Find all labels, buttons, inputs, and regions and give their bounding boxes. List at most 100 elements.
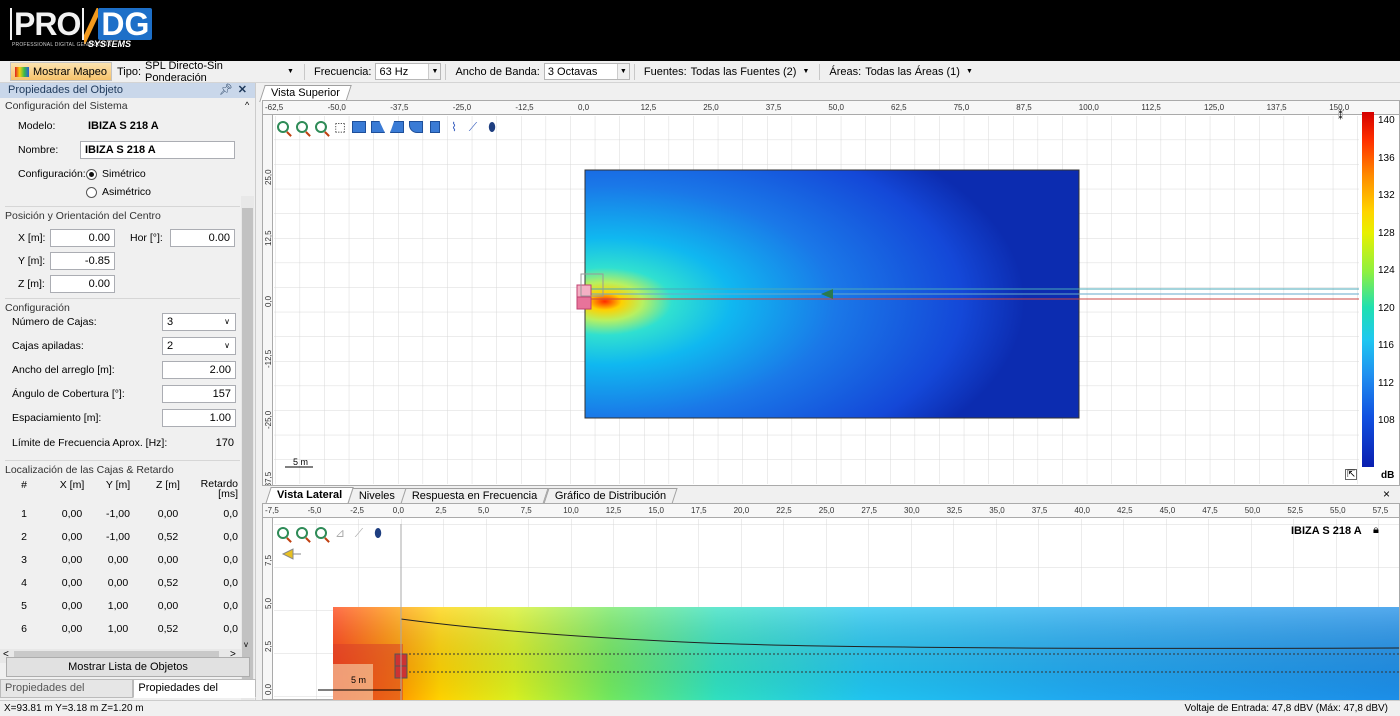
sources-dropdown-icon[interactable]: ▼ [802, 68, 810, 75]
radio-symmetric[interactable]: Simétrico [86, 168, 146, 180]
show-object-list-button[interactable]: Mostrar Lista de Objetos [6, 657, 250, 677]
tab-distribution[interactable]: Gráfico de Distribución [543, 488, 678, 504]
rect-area-icon[interactable] [351, 119, 367, 135]
chevron-down-icon[interactable]: ▼ [428, 64, 441, 79]
table-cell[interactable]: 0,00 [107, 554, 129, 566]
table-cell[interactable]: 0,0 [223, 554, 238, 566]
table-cell[interactable]: 0,0 [223, 600, 238, 612]
zoom-out-icon[interactable] [294, 119, 310, 135]
radio-unchecked-icon[interactable] [86, 186, 97, 198]
table-cell[interactable]: 0,0 [223, 508, 238, 520]
close-icon[interactable]: ✕ [237, 84, 247, 96]
polygon-area-icon[interactable] [427, 119, 443, 135]
areas-select[interactable]: Todas las Áreas (1) [865, 65, 960, 78]
table-cell[interactable]: 0,00 [107, 577, 129, 589]
table-cell[interactable]: -1,00 [106, 531, 130, 543]
areas-dropdown-icon[interactable]: ▼ [965, 68, 973, 75]
tab-frequency-response[interactable]: Respuesta en Frecuencia [400, 488, 550, 504]
table-cell[interactable]: 0,00 [61, 531, 83, 543]
sources-select[interactable]: Todas las Fuentes (2) [690, 65, 797, 78]
scroll-down-icon[interactable]: v [244, 640, 248, 649]
show-map-button[interactable]: Mostrar Mapeo [10, 62, 112, 81]
line-array-icon[interactable]: ⌇ [451, 120, 457, 134]
table-cell[interactable]: 1,00 [107, 600, 129, 612]
scrollbar-thumb[interactable] [14, 651, 219, 661]
zoom-fit-icon[interactable] [313, 119, 329, 135]
table-cell[interactable]: 0,00 [61, 577, 83, 589]
table-cell[interactable]: 3 [21, 554, 27, 566]
curved-area-icon[interactable] [389, 119, 405, 135]
table-cell[interactable]: 0,00 [157, 600, 179, 612]
table-cell[interactable]: -1,00 [106, 508, 130, 520]
scroll-up-icon[interactable]: ^ [245, 100, 250, 110]
table-cell[interactable]: 0,0 [223, 531, 238, 543]
top-view-canvas[interactable]: -62,5 -50,0 -37,5 -25,0 -12,5 0,0 12,5 25,0 37,5… [262, 100, 1400, 486]
radio-asymmetric[interactable]: Asimétrico [86, 186, 151, 198]
side-view-canvas[interactable]: -7,5 -5,0 -2,5 0,0 2,5 5,0 7,5 10,0 12,5 15,0 17,5… [262, 503, 1400, 700]
table-cell[interactable]: 0,52 [157, 623, 179, 635]
resize-icon[interactable]: ⇱ [1345, 469, 1358, 480]
scroll-top-icon[interactable]: ⁑ [1338, 111, 1343, 122]
table-cell[interactable]: 0,0 [223, 623, 238, 635]
type-select[interactable]: SPL Directo-Sin Ponderación [145, 59, 223, 84]
table-cell[interactable]: 2 [21, 531, 27, 543]
table-cell[interactable]: 0,00 [61, 623, 83, 635]
zoom-in-icon[interactable] [275, 119, 291, 135]
zoom-area-icon[interactable]: ⬚ [334, 120, 346, 134]
chevron-down-icon[interactable]: ∨ [224, 341, 230, 350]
table-cell[interactable]: 6 [21, 623, 27, 635]
table-cell[interactable]: 0,52 [157, 531, 179, 543]
chevron-down-icon[interactable]: ▼ [616, 64, 629, 79]
lock-icon[interactable]: 🔒︎ [1373, 524, 1379, 536]
tab-side-view[interactable]: Vista Lateral [265, 487, 354, 504]
boxes-select[interactable]: 3 ∨ [162, 313, 236, 331]
table-cell[interactable]: 0,00 [61, 600, 83, 612]
speaker-box[interactable] [576, 296, 592, 310]
hor-input[interactable]: 0.00 [170, 229, 235, 247]
tab-object-properties[interactable]: Propiedades del Objeto [133, 679, 256, 711]
scroll-right-icon[interactable]: > [230, 649, 236, 660]
table-cell[interactable]: 0,0 [223, 577, 238, 589]
table-cell[interactable]: 0,00 [157, 508, 179, 520]
zoom-in-icon[interactable] [275, 525, 291, 541]
show-map-label: Mostrar Mapeo [33, 65, 107, 78]
scroll-left-icon[interactable]: < [3, 649, 9, 660]
x-input[interactable]: 0.00 [50, 229, 115, 247]
pin-icon[interactable]: 📌︎ [219, 84, 233, 96]
name-input[interactable]: IBIZA S 218 A [80, 141, 235, 159]
type-dropdown-icon[interactable]: ▼ [287, 68, 294, 75]
table-cell[interactable]: 0,00 [61, 554, 83, 566]
table-cell[interactable]: 1 [21, 508, 27, 520]
table-cell[interactable]: 1,00 [107, 623, 129, 635]
table-cell[interactable]: 4 [21, 577, 27, 589]
table-cell[interactable]: 5 [21, 600, 27, 612]
table-cell[interactable]: 0,52 [157, 577, 179, 589]
microphone-icon[interactable]: ⬮ [374, 525, 382, 540]
close-icon[interactable]: × [1383, 487, 1391, 501]
trapezoid-area-icon[interactable] [370, 119, 386, 135]
y-input[interactable]: -0.85 [50, 252, 115, 270]
measure-icon[interactable]: ⟋ [468, 119, 478, 134]
table-cell[interactable]: 0,00 [157, 554, 179, 566]
spacing-input[interactable]: 1.00 [162, 409, 236, 427]
tab-levels[interactable]: Niveles [347, 488, 407, 504]
bandwidth-select[interactable]: 3 Octavas ▼ [543, 63, 630, 80]
chevron-down-icon[interactable]: ∨ [224, 317, 230, 326]
graph-icon[interactable]: ⊿ [334, 526, 346, 540]
vertical-scrollbar[interactable] [241, 196, 254, 716]
radio-checked-icon[interactable] [86, 168, 97, 180]
zoom-fit-icon[interactable] [313, 525, 329, 541]
tab-project-properties[interactable]: Propiedades del Proyecto [0, 679, 134, 711]
microphone-icon[interactable]: ⬮ [488, 119, 496, 134]
speaker-box[interactable] [576, 284, 592, 298]
array-width-input[interactable]: 2.00 [162, 361, 236, 379]
frequency-select[interactable]: 63 Hz ▼ [375, 63, 442, 80]
table-cell[interactable]: 0,00 [61, 508, 83, 520]
arc-area-icon[interactable] [408, 119, 424, 135]
line-icon[interactable]: ⟋ [354, 525, 364, 540]
scrollbar-thumb[interactable] [242, 208, 253, 683]
stacked-select[interactable]: 2 ∨ [162, 337, 236, 355]
z-input[interactable]: 0.00 [50, 275, 115, 293]
zoom-out-icon[interactable] [294, 525, 310, 541]
coverage-angle-input[interactable]: 157 [162, 385, 236, 403]
